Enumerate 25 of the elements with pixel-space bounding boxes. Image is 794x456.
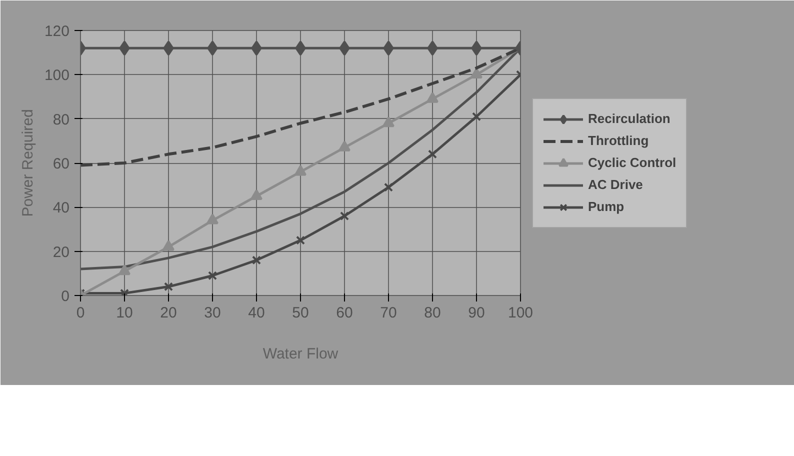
legend-label: Recirculation bbox=[588, 111, 670, 126]
legend-label: Throttling bbox=[588, 133, 649, 148]
x-tick-label: 80 bbox=[424, 304, 441, 322]
y-tick-label: 120 bbox=[44, 23, 70, 40]
y-tick-label: 20 bbox=[52, 244, 70, 261]
y-tick-label: 60 bbox=[52, 156, 70, 172]
x-tick-label: 20 bbox=[160, 304, 177, 322]
x-tick-label: 0 bbox=[76, 304, 85, 322]
x-tick-label: 10 bbox=[116, 304, 133, 322]
legend-label: Pump bbox=[588, 199, 624, 214]
x-tick-label: 30 bbox=[204, 304, 221, 322]
x-tick-label: 60 bbox=[336, 304, 353, 322]
legend-label: Cyclic Control bbox=[588, 155, 676, 170]
x-tick-label: 90 bbox=[468, 304, 485, 322]
y-tick-label: 0 bbox=[61, 288, 70, 305]
x-axis-title: Water Flow bbox=[262, 346, 338, 362]
x-tick-label: 40 bbox=[248, 304, 265, 322]
y-tick-label: 40 bbox=[52, 200, 70, 217]
x-tick-label: 50 bbox=[292, 304, 309, 322]
x-tick-label: 70 bbox=[380, 304, 397, 322]
y-tick-label: 100 bbox=[44, 67, 70, 84]
y-axis-title: Power Required bbox=[19, 109, 36, 217]
legend-label: AC Drive bbox=[588, 177, 643, 192]
x-tick-label: 100 bbox=[508, 304, 534, 322]
y-tick-label: 80 bbox=[52, 111, 70, 128]
